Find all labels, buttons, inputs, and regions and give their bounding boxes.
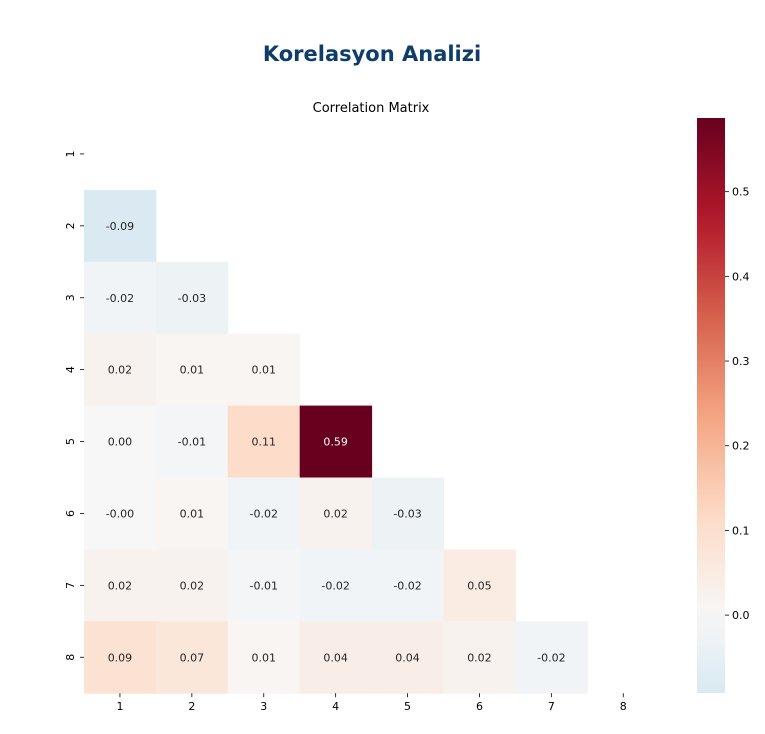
cell-value-label: 0.01: [180, 507, 205, 520]
heatmap-cell: [155, 477, 229, 550]
heatmap-cell: [443, 621, 516, 694]
colorbar-tick-label: 0.5: [732, 186, 750, 199]
x-tick-label: 4: [332, 700, 339, 713]
cell-value-label: -0.01: [178, 436, 206, 449]
page-title: Korelasyon Analizi: [262, 42, 482, 66]
cell-value-label: 0.11: [252, 436, 277, 449]
cell-value-label: 0.02: [108, 364, 133, 377]
heatmap-cell: [371, 549, 444, 622]
heatmap-cell: [155, 333, 229, 407]
cell-value-label: 0.02: [323, 507, 348, 520]
colorbar-tick-label: 0.4: [732, 270, 750, 283]
heatmap-cell: [155, 549, 229, 622]
x-tick-label: 5: [404, 700, 411, 713]
colorbar-ticks: 0.0 0.1 0.2 0.3 0.4 0.5: [725, 186, 750, 622]
heatmap-cell-labels: -0.09 -0.02 -0.03 0.02 0.01 0.01 0.00 -0.01 0.11…: [106, 220, 566, 664]
colorbar-tick-label: 0.2: [732, 440, 750, 453]
y-tick-label: 1: [64, 150, 77, 157]
colorbar-scale: [697, 118, 725, 693]
cell-value-label: 0.02: [180, 579, 205, 592]
cell-value-label: 0.00: [108, 436, 133, 449]
cell-value-label: 0.09: [108, 651, 133, 664]
heatmap-cell: [84, 549, 157, 622]
colorbar-tick-label: 0.3: [732, 355, 750, 368]
heatmap-cell: [299, 621, 373, 694]
colorbar: 0.0 0.1 0.2 0.3 0.4 0.5: [697, 118, 750, 693]
cell-value-label: 0.07: [180, 651, 205, 664]
heatmap-cell: [227, 549, 301, 622]
cell-value-label: 0.01: [180, 364, 205, 377]
cell-value-label: 0.59: [323, 436, 348, 449]
heatmap-cell: [227, 621, 301, 694]
heatmap-cell: [84, 405, 157, 478]
heatmap-cell: [155, 405, 229, 478]
y-tick-label: 6: [64, 510, 77, 517]
cell-value-label: -0.02: [106, 292, 134, 305]
heatmap-cell: [443, 549, 516, 622]
heatmap-cell: [227, 477, 301, 550]
x-tick-label: 1: [116, 700, 123, 713]
heatmap-cell: [371, 477, 444, 550]
cell-value-label: -0.02: [321, 579, 349, 592]
heatmap-cell: [299, 477, 373, 550]
heatmap-cell: [155, 261, 229, 335]
heatmap-cell: [84, 621, 157, 694]
cell-value-label: 0.04: [395, 651, 420, 664]
colorbar-tick-label: 0.0: [732, 609, 750, 622]
heatmap-cell: [84, 189, 157, 263]
x-tick-label: 7: [548, 700, 555, 713]
cell-value-label: -0.00: [106, 507, 134, 520]
chart-title: Correlation Matrix: [313, 101, 430, 116]
cell-value-label: 0.01: [252, 364, 277, 377]
x-axis: 1 2 3 4 5 6 7 8: [116, 693, 627, 713]
cell-value-label: -0.03: [178, 292, 206, 305]
cell-value-label: -0.03: [393, 507, 421, 520]
cell-value-label: 0.04: [323, 651, 348, 664]
heatmap-cell: [371, 621, 444, 694]
colorbar-tick-label: 0.1: [732, 524, 750, 537]
x-tick-label: 8: [620, 700, 627, 713]
cell-value-label: 0.01: [252, 651, 277, 664]
cell-value-label: -0.09: [106, 220, 134, 233]
heatmap-cell: [84, 261, 157, 335]
y-tick-label: 5: [64, 438, 77, 445]
cell-value-label: -0.01: [250, 579, 278, 592]
cell-value-label: 0.02: [467, 651, 492, 664]
y-tick-label: 8: [64, 654, 77, 661]
y-axis: 1 2 3 4 5 6 7 8: [64, 150, 84, 661]
y-tick-label: 4: [64, 366, 77, 373]
x-tick-label: 2: [188, 700, 195, 713]
heatmap-cell: [227, 333, 301, 407]
heatmap-cell: [299, 405, 373, 478]
heatmap-cell: [155, 621, 229, 694]
heatmap-cell: [227, 405, 301, 478]
heatmap-cells: [84, 189, 588, 694]
y-tick-label: 7: [64, 582, 77, 589]
x-tick-label: 3: [260, 700, 267, 713]
heatmap-cell: [515, 621, 588, 694]
y-tick-label: 3: [64, 294, 77, 301]
cell-value-label: -0.02: [537, 651, 565, 664]
cell-value-label: -0.02: [250, 507, 278, 520]
heatmap-cell: [299, 549, 373, 622]
cell-value-label: -0.02: [393, 579, 421, 592]
cell-value-label: 0.02: [108, 579, 133, 592]
heatmap-cell: [84, 477, 157, 550]
heatmap-cell: [84, 333, 157, 407]
x-tick-label: 6: [476, 700, 483, 713]
cell-value-label: 0.05: [467, 579, 492, 592]
y-tick-label: 2: [64, 222, 77, 229]
